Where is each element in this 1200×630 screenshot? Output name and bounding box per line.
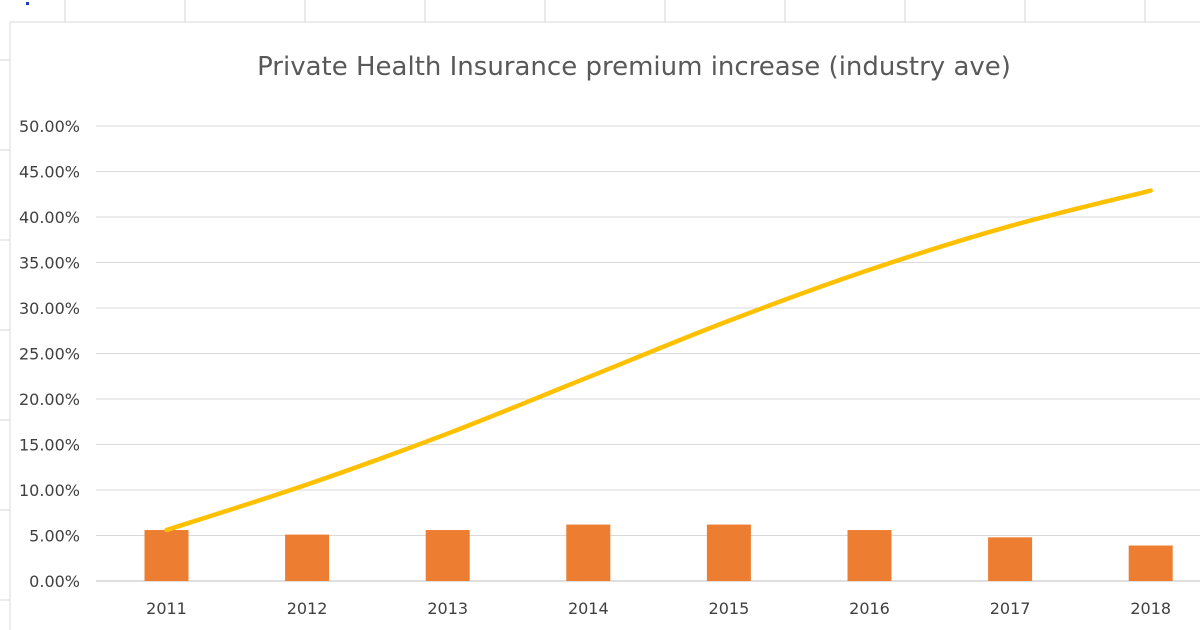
selection-dot <box>26 2 29 5</box>
bar[interactable] <box>1128 545 1173 581</box>
x-tick-label: 2016 <box>849 599 890 618</box>
bar[interactable] <box>706 524 751 581</box>
bar[interactable] <box>566 524 611 581</box>
y-tick-label: 35.00% <box>19 254 80 273</box>
y-tick-label: 10.00% <box>19 481 80 500</box>
x-tick-label: 2012 <box>287 599 328 618</box>
bar[interactable] <box>285 534 330 581</box>
y-tick-label: 30.00% <box>19 299 80 318</box>
bar[interactable] <box>988 537 1033 581</box>
x-tick-label: 2013 <box>427 599 468 618</box>
x-axis-ticks: 2011 2012 2013 2014 2015 2016 2017 2018 <box>146 599 1171 618</box>
y-tick-label: 40.00% <box>19 208 80 227</box>
y-tick-label: 50.00% <box>19 117 80 136</box>
bar[interactable] <box>144 530 189 581</box>
x-tick-label: 2017 <box>990 599 1031 618</box>
y-tick-label: 15.00% <box>19 436 80 455</box>
x-tick-label: 2014 <box>568 599 609 618</box>
chart-title: Private Health Insurance premium increas… <box>257 52 1011 82</box>
y-tick-label: 5.00% <box>29 527 80 546</box>
bar-series <box>144 524 1173 581</box>
y-tick-label: 0.00% <box>29 572 80 591</box>
y-tick-label: 45.00% <box>19 163 80 182</box>
y-tick-label: 25.00% <box>19 345 80 364</box>
bar[interactable] <box>847 530 892 581</box>
x-tick-label: 2015 <box>709 599 750 618</box>
series-line[interactable] <box>164 188 1153 533</box>
y-axis-ticks: 0.00% 5.00% 10.00% 15.00% 20.00% 25.00% 30.00%… <box>19 117 80 591</box>
line-series <box>164 188 1153 533</box>
sheet-cell-grid <box>0 0 1146 601</box>
bar[interactable] <box>425 530 470 581</box>
x-tick-label: 2018 <box>1130 599 1171 618</box>
x-tick-label: 2011 <box>146 599 187 618</box>
y-tick-label: 20.00% <box>19 390 80 409</box>
